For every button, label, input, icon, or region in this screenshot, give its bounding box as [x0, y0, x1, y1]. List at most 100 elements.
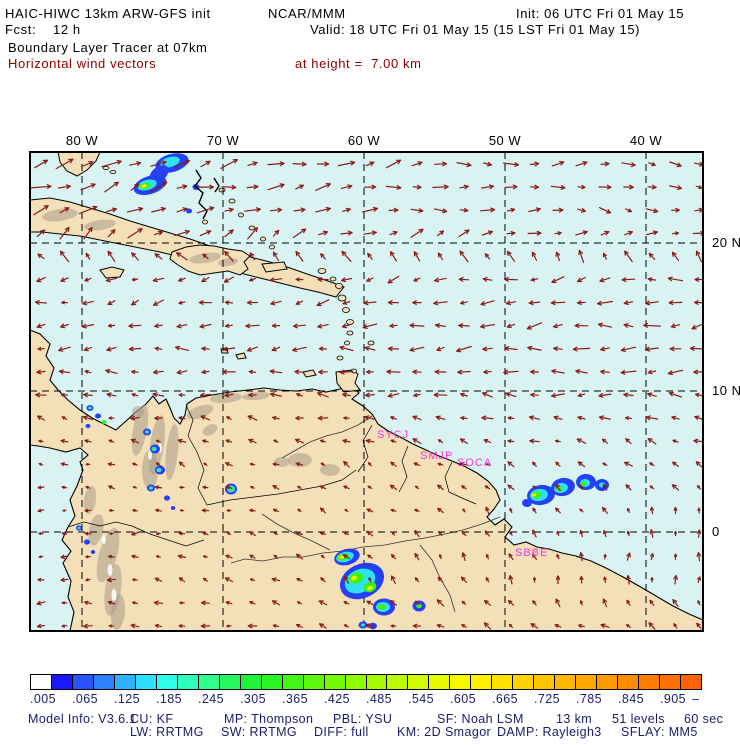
small-island	[336, 284, 343, 289]
colorbar	[30, 674, 702, 690]
model-info-item: PBL: YSU	[333, 712, 392, 726]
colorbar-cell	[450, 675, 471, 689]
terrain-shading	[274, 457, 290, 467]
wind-arrowhead	[672, 485, 676, 486]
colorbar-cell	[681, 675, 701, 689]
wind-arrowhead	[297, 554, 301, 555]
wind-arrowhead	[321, 578, 324, 579]
model-info-item: DAMP: Rayleigh3	[497, 725, 602, 739]
small-island	[110, 171, 116, 174]
wind-arrowhead	[508, 485, 512, 486]
small-island	[347, 320, 354, 325]
colorbar-cell	[304, 675, 325, 689]
wind-arrowhead	[415, 601, 417, 602]
station-label: SBBE	[515, 547, 548, 559]
wind-arrowhead	[39, 440, 41, 441]
wind-arrowhead	[392, 532, 394, 533]
model-info-item: 13 km	[556, 712, 592, 726]
tracer-blob	[84, 539, 90, 544]
wind-arrowhead	[85, 601, 88, 602]
wind-arrowhead	[699, 188, 702, 189]
colorbar-tick-label: .905	[660, 692, 686, 706]
wind-arrowhead	[180, 462, 183, 463]
colorbar-tick-label: .485	[366, 692, 392, 706]
wind-arrowhead	[179, 417, 182, 418]
small-island	[103, 167, 109, 170]
longitude-tick-label: 60 W	[348, 133, 381, 148]
colorbar-cell	[367, 675, 388, 689]
wind-arrowhead	[68, 228, 69, 232]
colorbar-cell	[94, 675, 115, 689]
small-island	[343, 308, 350, 313]
longitude-tick-label: 50 W	[489, 133, 522, 148]
wind-arrowhead	[250, 509, 253, 510]
tracer-blob	[152, 448, 155, 450]
colorbar-cell	[513, 675, 534, 689]
colorbar-end-label: –	[692, 692, 699, 706]
colorbar-cell	[576, 675, 597, 689]
tracer-blob	[145, 430, 149, 433]
colorbar-cell	[387, 675, 408, 689]
wind-arrowhead	[677, 166, 681, 167]
wind-arrowhead	[601, 624, 605, 625]
station-label: SOCA	[457, 457, 492, 469]
wind-arrowhead	[178, 439, 182, 440]
colorbar-cell	[639, 675, 660, 689]
colorbar-cell	[136, 675, 157, 689]
wind-arrowhead	[39, 556, 40, 557]
wind-arrowhead	[580, 509, 582, 510]
tracer-blob	[581, 482, 587, 486]
colorbar-cell	[31, 675, 52, 689]
tracer-blob	[102, 420, 107, 424]
small-island	[338, 295, 346, 301]
colorbar-cell	[429, 675, 450, 689]
latitude-tick-label: 0	[712, 524, 720, 539]
wind-arrowhead	[250, 463, 252, 464]
colorbar-labels: .005.065.125.185.245.305.365.425.485.545…	[30, 692, 710, 706]
wind-arrowhead	[62, 533, 64, 534]
small-island	[261, 237, 266, 241]
colorbar-tick-label: .785	[576, 692, 602, 706]
wind-arrowhead	[509, 601, 512, 602]
tracer-blob	[149, 486, 153, 490]
colorbar-cell	[262, 675, 283, 689]
wind-arrowhead	[533, 462, 536, 463]
wind-arrowhead	[700, 577, 701, 580]
wind-arrowhead	[463, 509, 465, 510]
colorbar-cell	[241, 675, 262, 689]
longitude-tick-label: 40 W	[630, 133, 663, 148]
wind-arrowhead	[156, 625, 159, 626]
station-label: SYCJ	[377, 429, 409, 441]
wind-arrowhead	[226, 440, 229, 441]
wind-arrowhead	[510, 624, 512, 625]
wind-arrowhead	[579, 625, 582, 626]
colorbar-tick-label: .845	[618, 692, 644, 706]
tracer-blob	[171, 506, 175, 510]
wind-arrowhead	[132, 394, 135, 395]
tracer-blob	[95, 414, 101, 419]
wind-arrowhead	[672, 416, 676, 417]
wind-arrowhead	[110, 510, 112, 511]
wind-arrowhead	[556, 462, 559, 463]
model-info-item: 60 sec	[684, 712, 723, 726]
wind-arrowhead	[392, 555, 395, 556]
colorbar-tick-label: .065	[72, 692, 98, 706]
wind-arrowhead	[63, 510, 64, 511]
wind-arrowhead	[180, 487, 182, 488]
wind-arrowhead	[554, 416, 558, 417]
wind-arrowhead	[578, 462, 582, 463]
latitude-tick-label: 20 N	[712, 235, 740, 250]
wind-arrowhead	[533, 486, 535, 487]
wind-arrowhead	[91, 228, 92, 232]
wind-arrowhead	[203, 440, 206, 441]
terrain-shading	[320, 464, 340, 476]
model-info-item: LW: RRTMG	[130, 725, 204, 739]
model-info-item: 51 levels	[612, 712, 665, 726]
colorbar-tick-label: .305	[240, 692, 266, 706]
longitude-tick-label: 80 W	[66, 133, 99, 148]
colorbar-tick-label: .005	[30, 692, 56, 706]
wind-arrowhead	[106, 370, 110, 371]
colorbar-tick-label: .185	[156, 692, 182, 706]
model-info-item: CU: KF	[130, 712, 173, 726]
